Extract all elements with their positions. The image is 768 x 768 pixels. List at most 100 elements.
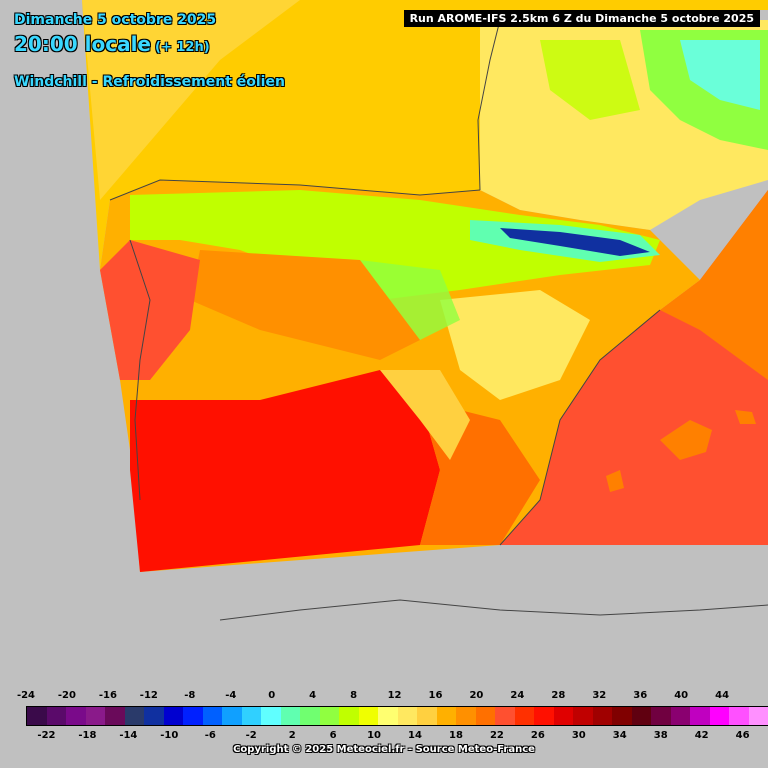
atlantic-zone-light — [82, 0, 300, 200]
legend-swatch — [183, 707, 203, 725]
legend-swatch — [124, 707, 144, 725]
legend-swatch — [339, 707, 359, 725]
legend-tick-label: 28 — [551, 690, 566, 701]
legend-tick-label: 14 — [408, 730, 422, 741]
legend-tick-label: 46 — [735, 730, 750, 741]
gulf-of-lion — [660, 190, 768, 380]
legend-tick-label: 2 — [288, 730, 296, 741]
legend-swatch — [553, 707, 573, 725]
coastline-france-atlantic — [477, 19, 501, 191]
legend-tick-label: 34 — [612, 730, 627, 741]
legend-swatch — [397, 707, 417, 725]
atlantic-zone — [82, 0, 768, 270]
legend-tick-label: 42 — [694, 730, 709, 741]
southwest-hot — [130, 370, 440, 572]
central-plateau — [190, 250, 420, 360]
ibiza — [606, 470, 624, 492]
legend-swatch — [709, 707, 729, 725]
legend-tick-label: 6 — [329, 730, 337, 741]
legend-swatches — [26, 706, 768, 726]
forecast-time: 20:00 locale (+ 12h) — [14, 32, 210, 56]
legend-tick-label: -10 — [160, 730, 179, 741]
legend-tick-label: 22 — [489, 730, 504, 741]
west-warm — [100, 240, 200, 380]
forecast-time-label: 20:00 locale — [14, 32, 151, 56]
legend-swatch — [436, 707, 456, 725]
copyright: Copyright © 2025 Meteociel.fr - Source M… — [233, 744, 535, 755]
legend-tick-label: 18 — [449, 730, 463, 741]
legend-tick-label: 0 — [268, 690, 276, 701]
menorca — [735, 410, 756, 424]
legend-tick-label: 12 — [387, 690, 402, 701]
legend-tick-label: -14 — [119, 730, 138, 741]
legend-swatch — [651, 707, 671, 725]
legend-tick-label: 20 — [469, 690, 484, 701]
parameter-title: Windchill - Refroidissement éolien — [14, 74, 285, 90]
legend-swatch — [534, 707, 554, 725]
legend-swatch — [144, 707, 164, 725]
iberian-system — [360, 260, 460, 340]
legend-tick-label: -16 — [98, 690, 117, 701]
forecast-date: Dimanche 5 octobre 2025 — [14, 12, 217, 28]
legend-tick-label: -8 — [184, 690, 196, 701]
legend-tick-label: 10 — [367, 730, 382, 741]
cantabrian-mountains — [130, 190, 660, 300]
legend-swatch — [592, 707, 612, 725]
south-coast-mild — [380, 370, 470, 460]
legend-swatch — [222, 707, 242, 725]
legend-swatch — [417, 707, 437, 725]
legend-swatch — [670, 707, 690, 725]
ebro-valley — [440, 290, 590, 400]
legend-swatch — [631, 707, 651, 725]
legend-tick-label: -24 — [16, 690, 36, 701]
legend-tick-label: 4 — [309, 690, 317, 701]
run-label: Run AROME-IFS 2.5km 6 Z du Dimanche 5 oc… — [403, 10, 760, 27]
legend-tick-label: 36 — [633, 690, 648, 701]
legend-swatch — [378, 707, 398, 725]
legend-swatch — [495, 707, 515, 725]
color-legend: Copyright © 2025 Meteociel.fr - Source M… — [0, 680, 768, 768]
legend-tick-label: -22 — [37, 730, 56, 741]
legend-swatch — [475, 707, 495, 725]
coastline-north — [109, 179, 481, 201]
alps-peaks — [680, 40, 760, 110]
legend-swatch — [319, 707, 339, 725]
legend-swatch — [46, 707, 66, 725]
north-africa-coast — [219, 599, 768, 621]
legend-swatch — [66, 707, 86, 725]
legend-swatch — [358, 707, 378, 725]
legend-swatch — [85, 707, 105, 725]
legend-tick-label: -2 — [245, 730, 257, 741]
pyrenees-peaks — [500, 228, 650, 256]
legend-tick-label: 40 — [674, 690, 689, 701]
legend-swatch — [729, 707, 749, 725]
portugal-border — [129, 239, 151, 501]
legend-swatch — [300, 707, 320, 725]
legend-swatch — [202, 707, 222, 725]
legend-tick-label: 8 — [350, 690, 358, 701]
legend-tick-label: -6 — [204, 730, 216, 741]
legend-tick-label: -12 — [139, 690, 158, 701]
legend-swatch — [261, 707, 281, 725]
legend-tick-label: 24 — [510, 690, 525, 701]
legend-tick-label: 30 — [571, 730, 586, 741]
legend-tick-label: 32 — [592, 690, 607, 701]
legend-swatch — [690, 707, 710, 725]
legend-tick-label: 16 — [428, 690, 443, 701]
legend-swatch — [514, 707, 534, 725]
legend-tick-label: -4 — [225, 690, 237, 701]
legend-swatch — [105, 707, 125, 725]
legend-swatch — [612, 707, 632, 725]
massif-central — [540, 40, 640, 120]
legend-tick-label: 38 — [653, 730, 668, 741]
legend-tick-label: 44 — [715, 690, 730, 701]
forecast-offset: (+ 12h) — [155, 40, 210, 55]
legend-swatch — [456, 707, 476, 725]
legend-tick-label: -18 — [78, 730, 97, 741]
legend-swatch — [27, 707, 47, 725]
legend-swatch — [241, 707, 261, 725]
mallorca — [660, 420, 712, 460]
legend-tick-label: 26 — [530, 730, 545, 741]
legend-swatch — [573, 707, 593, 725]
